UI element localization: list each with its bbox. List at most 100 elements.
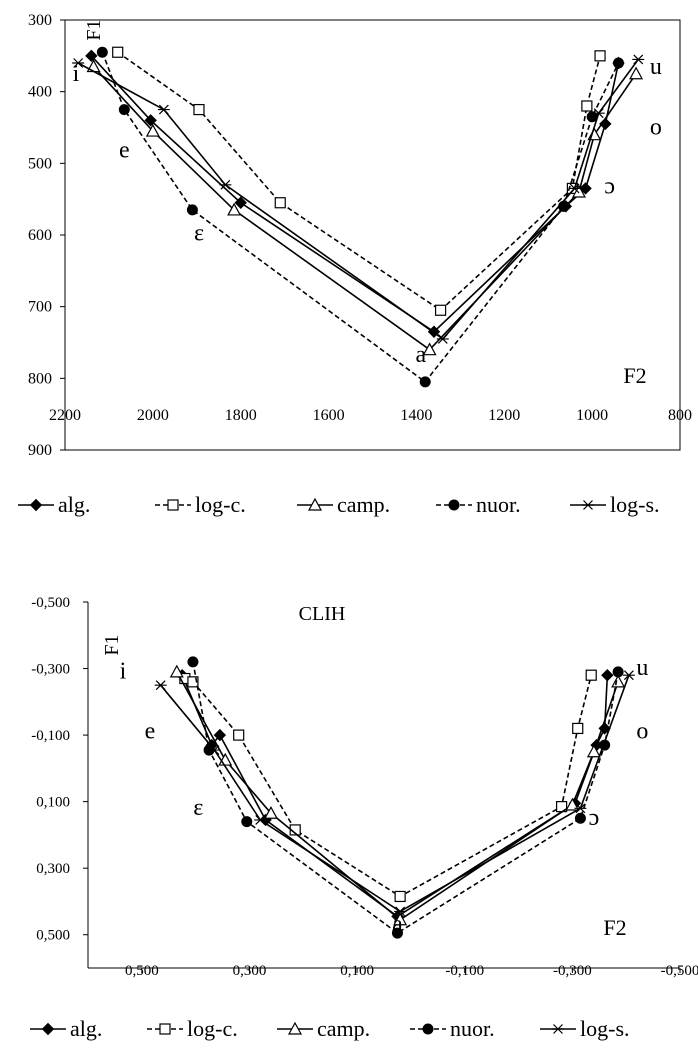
data-point xyxy=(193,103,205,116)
chart-title: CLIH xyxy=(299,603,346,625)
data-point xyxy=(145,123,160,137)
data-point xyxy=(565,797,580,811)
series-line xyxy=(160,674,630,913)
data-point xyxy=(393,912,408,926)
data-point xyxy=(601,668,614,682)
series-log-c xyxy=(112,46,606,316)
x-tick-label: 2000 xyxy=(137,407,169,424)
legend-item: nuor. xyxy=(410,1016,495,1041)
x-tick-label: 1000 xyxy=(576,407,608,424)
legend-swatch-marker xyxy=(552,1024,564,1034)
vowel-label: a xyxy=(415,342,426,368)
data-point xyxy=(208,745,221,755)
data-point xyxy=(434,304,447,316)
vowel-label: a xyxy=(392,911,403,937)
legend-label: nuor. xyxy=(450,1016,495,1041)
legend-label: log-s. xyxy=(580,1016,630,1041)
x-tick-label: 0,100 xyxy=(340,963,374,979)
y-tick-label: 800 xyxy=(28,370,52,387)
series-line xyxy=(90,55,620,333)
vowel-label: o xyxy=(650,115,662,141)
data-point xyxy=(144,114,157,127)
data-point xyxy=(574,812,586,824)
vowel-label: i xyxy=(73,61,80,87)
data-point xyxy=(622,670,635,681)
vowel-label: e xyxy=(145,718,156,744)
data-point xyxy=(579,182,592,195)
y-axis-label: F1 xyxy=(101,634,123,655)
y-tick-label: 600 xyxy=(28,227,52,244)
x-tick-label: 800 xyxy=(668,407,692,424)
chart-top: 300 400 500 600 700 800 900 2200 2000 1800 1600 140… xyxy=(18,12,692,517)
vowel-label: ε xyxy=(193,795,203,821)
x-tick-label: -0,100 xyxy=(445,963,484,979)
legend-label: camp. xyxy=(337,492,390,517)
legend-label: camp. xyxy=(317,1016,370,1041)
legend-item: log-s. xyxy=(570,492,660,517)
series-line xyxy=(92,66,637,351)
plot-frame xyxy=(64,19,681,451)
vowel-label: i xyxy=(120,659,127,685)
legend-swatch-marker xyxy=(422,1023,434,1035)
y-tick-label: 700 xyxy=(28,299,52,316)
vowel-label: ɔ xyxy=(589,805,600,831)
legend-label: log-s. xyxy=(610,492,660,517)
x-tick-label: 1800 xyxy=(225,407,257,424)
data-point xyxy=(233,729,245,741)
legend-swatch-marker xyxy=(307,497,323,511)
legend-swatch-marker xyxy=(167,499,179,511)
legend-item: alg. xyxy=(18,492,90,517)
data-point xyxy=(586,744,601,758)
x-tick-label: -0,500 xyxy=(661,963,698,979)
data-point xyxy=(612,666,624,678)
chart-bottom-clih: -0,500 -0,300 -0,100 0,100 0,300 0,500 0,500 0,… xyxy=(30,595,698,1041)
legend-label: log-c. xyxy=(195,492,246,517)
series-log-c xyxy=(179,669,597,903)
y-tick-label: -0,100 xyxy=(31,728,70,744)
series-alg xyxy=(85,49,625,338)
legend-label: log-c. xyxy=(187,1016,238,1041)
data-point xyxy=(72,58,85,68)
data-point xyxy=(187,676,199,688)
legend-label: nuor. xyxy=(476,492,521,517)
data-point xyxy=(581,100,593,112)
legend: alg. log-c. camp. nuor. log-s. xyxy=(18,492,660,517)
y-tick-label: 500 xyxy=(28,155,52,172)
data-point xyxy=(187,656,199,668)
legend-swatch-marker xyxy=(448,499,460,511)
data-point xyxy=(422,342,437,356)
data-point xyxy=(263,806,278,819)
legend-swatch-marker xyxy=(41,1022,55,1036)
data-point xyxy=(629,66,644,80)
data-point xyxy=(186,204,198,216)
data-point xyxy=(568,183,581,194)
series-line xyxy=(176,671,619,921)
data-point xyxy=(96,46,108,58)
vowel-label: e xyxy=(119,138,130,164)
data-point xyxy=(394,906,407,917)
data-point xyxy=(558,200,570,212)
y-tick-label: -0,500 xyxy=(31,595,70,611)
y-tick-label: 0,500 xyxy=(36,928,70,944)
series-line xyxy=(117,51,601,312)
vowel-label: ε xyxy=(194,221,204,247)
data-point xyxy=(585,669,597,681)
data-point xyxy=(599,117,612,131)
data-point xyxy=(112,46,124,58)
data-point xyxy=(436,333,449,344)
x-tick-label: 1200 xyxy=(488,407,520,424)
x-tick-label: 0,500 xyxy=(125,963,159,979)
legend-item: camp. xyxy=(277,1016,370,1041)
y-tick-label: 900 xyxy=(28,442,52,459)
data-point xyxy=(274,197,286,209)
data-point xyxy=(227,202,242,216)
data-point xyxy=(613,57,624,69)
data-point xyxy=(391,927,403,939)
data-point xyxy=(219,179,232,190)
legend-item: nuor. xyxy=(436,492,521,517)
series-log-s xyxy=(72,54,645,344)
data-point xyxy=(234,196,247,209)
series-line xyxy=(77,58,639,340)
data-point xyxy=(85,49,98,63)
